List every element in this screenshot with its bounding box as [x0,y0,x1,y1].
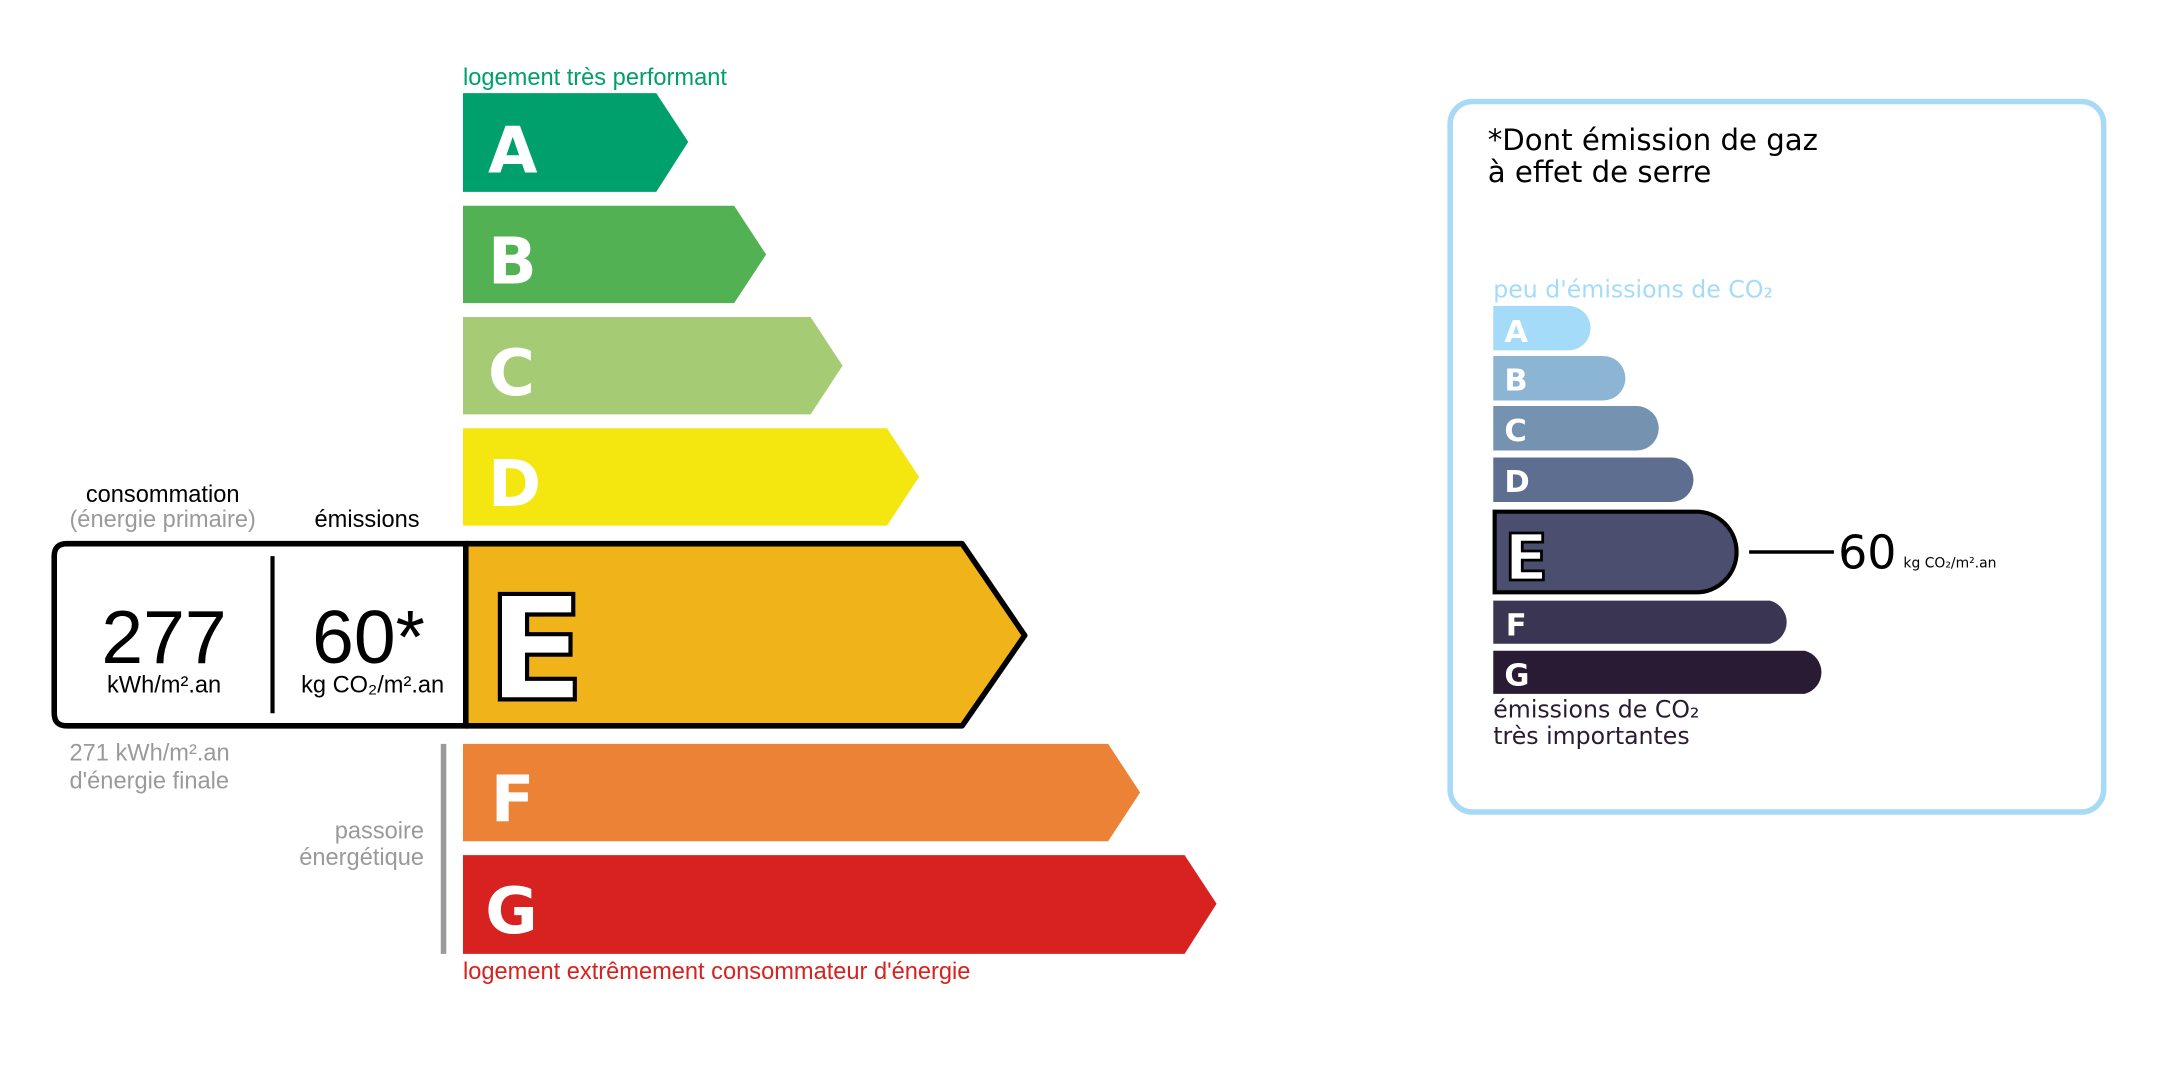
ghg-letter-c: C [1504,414,1526,449]
energy-bottom-label: logement extrêmement consommateur d'éner… [463,959,970,985]
energy-letter-a: A [488,114,538,188]
ghg-letter-b: B [1504,364,1527,399]
energy-letter-c: C [488,337,535,411]
energy-letter-g: G [485,875,537,949]
ghg-bottom-label-2: très importantes [1493,722,1689,750]
final-energy-label: d'énergie finale [70,768,230,794]
energy-bar-c [462,317,843,415]
ghg-bar-a [1493,305,1591,351]
energy-top-label: logement très performant [463,65,727,91]
ghg-letter-e: E [1504,522,1548,596]
ghg-bar-f [1493,600,1787,644]
ghg-letter-f: F [1506,608,1527,643]
ghg-bar-e [1492,509,1739,595]
consumption-label: consommation [86,482,240,508]
ghg-unit: kg CO₂/m².an [1903,555,1996,571]
emissions-unit: kg CO₂/m².an [301,672,444,698]
passoire-label-1: passoire [335,818,424,844]
ghg-letter-d: D [1504,465,1529,500]
ghg-title-2: à effet de serre [1488,155,1712,189]
ghg-letter-a: A [1504,315,1528,350]
energy-letter-e: E [487,566,586,734]
energy-current-box [51,540,469,729]
consumption-sublabel: (énergie primaire) [69,507,255,533]
ghg-bottom-label-1: émissions de CO₂ [1493,695,1699,723]
energy-letter-b: B [488,226,537,300]
ghg-bar-d [1493,457,1694,502]
emissions-label: émissions [315,507,420,533]
energy-scale: logement très performant A B C D E conso… [51,65,1217,985]
energy-bar-e [462,540,1028,729]
ghg-bar-g [1493,650,1822,694]
energy-bar-b [462,205,767,304]
passoire-label-2: énergétique [299,845,424,871]
ghg-top-label: peu d'émissions de CO₂ [1493,276,1773,304]
ghg-title-1: *Dont émission de gaz [1488,123,1818,157]
final-energy-value: 271 kWh/m².an [70,741,230,767]
emissions-value: 60* [312,595,425,679]
energy-letter-f: F [491,764,535,838]
energy-bar-g [462,855,1217,954]
energy-bar-d [462,428,920,526]
ghg-value: 60 [1838,526,1896,580]
ghg-bar-b [1493,355,1626,401]
ghg-panel: *Dont émission de gaz à effet de serre p… [1447,98,2107,815]
ghg-bar-c [1493,406,1659,451]
energy-bar-a [462,93,689,192]
ghg-letter-g: G [1504,658,1529,693]
energy-letter-d: D [488,448,541,522]
consumption-unit: kWh/m².an [107,672,221,698]
consumption-value: 277 [101,595,226,679]
energy-bar-f [462,743,1141,842]
